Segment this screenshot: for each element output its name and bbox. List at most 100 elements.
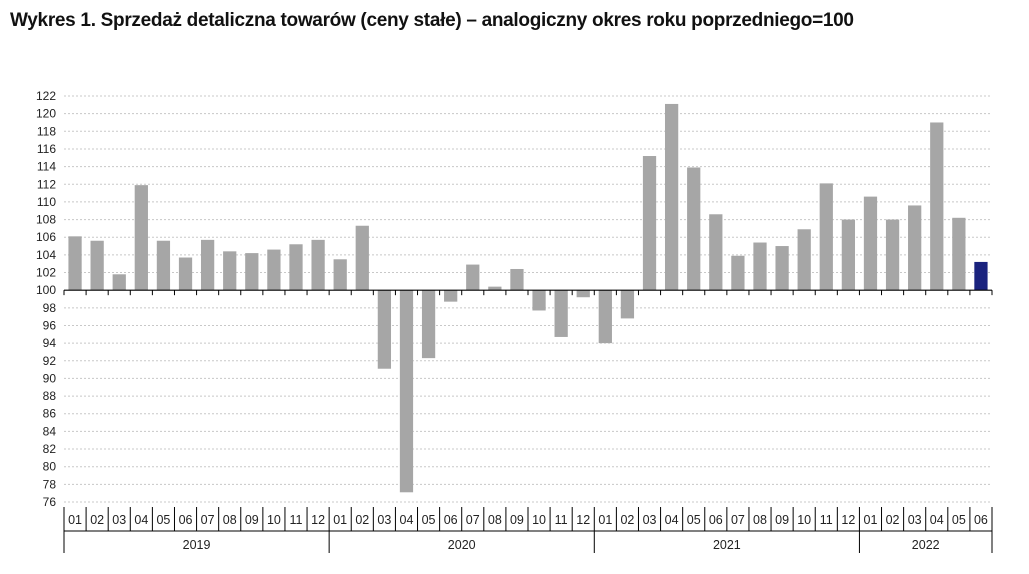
x-tick-label: 04 xyxy=(665,513,679,527)
bar xyxy=(841,219,856,291)
y-tick-label: 90 xyxy=(43,371,57,385)
x-tick-label: 07 xyxy=(466,513,480,527)
bar xyxy=(333,259,347,291)
year-labels: 2019 2020 2021 2022 xyxy=(183,538,940,552)
y-tick-label: 100 xyxy=(36,283,56,297)
y-tick-label: 116 xyxy=(37,142,56,156)
x-tick-label: 02 xyxy=(90,513,104,527)
x-tick-label: 07 xyxy=(201,513,215,527)
bar xyxy=(68,236,82,291)
x-tick-label: 05 xyxy=(952,513,966,527)
bar xyxy=(289,244,303,291)
bar xyxy=(245,253,259,291)
y-axis-ticks: 76 78 80 82 84 86 88 90 92 94 96 98 100 102 104 106 108 1… xyxy=(36,89,56,509)
bar xyxy=(421,290,436,359)
x-tick-label: 10 xyxy=(797,513,811,527)
x-tick-label: 09 xyxy=(775,513,789,527)
bar xyxy=(952,217,966,291)
year-label: 2020 xyxy=(448,538,476,552)
x-tick-label: 12 xyxy=(576,513,590,527)
y-tick-label: 76 xyxy=(43,495,57,509)
x-tick-label: 05 xyxy=(422,513,436,527)
x-tick-label: 04 xyxy=(400,513,414,527)
bar xyxy=(974,261,988,291)
bar xyxy=(399,290,414,493)
x-tick-label: 12 xyxy=(841,513,855,527)
x-tick-label: 08 xyxy=(223,513,237,527)
y-tick-label: 106 xyxy=(36,230,56,244)
x-tick-label: 11 xyxy=(820,513,833,527)
bar xyxy=(223,251,237,291)
x-tick-label: 07 xyxy=(731,513,745,527)
x-tick-label: 01 xyxy=(864,513,878,527)
y-tick-label: 96 xyxy=(43,318,57,332)
chart-title: Wykres 1. Sprzedaż detaliczna towarów (c… xyxy=(10,10,854,31)
x-tick-label: 02 xyxy=(355,513,369,527)
bar xyxy=(687,167,701,291)
y-tick-label: 118 xyxy=(37,124,56,138)
x-axis-ticks: 01 02 03 04 05 06 07 08 09 10 11 12 01 02 03 04 05 06 07 08… xyxy=(68,513,988,527)
y-tick-label: 80 xyxy=(43,460,57,474)
bar xyxy=(731,255,745,291)
y-tick-label: 82 xyxy=(43,442,57,456)
y-tick-label: 94 xyxy=(43,336,57,350)
bar xyxy=(620,290,635,319)
bar xyxy=(156,240,171,291)
bar xyxy=(930,122,944,291)
bars xyxy=(68,103,988,493)
y-tick-label: 122 xyxy=(36,89,56,103)
bar xyxy=(908,205,922,291)
x-tick-label: 06 xyxy=(974,513,988,527)
bar xyxy=(753,242,767,291)
bar xyxy=(863,196,878,291)
x-tick-label: 08 xyxy=(753,513,767,527)
x-tick-label: 05 xyxy=(687,513,701,527)
year-label: 2021 xyxy=(713,538,741,552)
bar xyxy=(267,249,281,291)
bar xyxy=(377,290,392,369)
bar xyxy=(554,290,568,337)
y-tick-label: 114 xyxy=(37,160,56,174)
y-tick-label: 78 xyxy=(43,477,57,491)
bar xyxy=(598,290,612,344)
y-tick-label: 88 xyxy=(43,389,57,403)
x-tick-label: 03 xyxy=(377,513,391,527)
year-label: 2019 xyxy=(183,538,211,552)
y-tick-label: 104 xyxy=(36,248,56,262)
bar xyxy=(200,239,215,291)
x-tick-label: 12 xyxy=(311,513,325,527)
bar xyxy=(642,156,657,291)
gridlines xyxy=(64,95,992,503)
x-tick-label: 03 xyxy=(643,513,657,527)
bar xyxy=(134,185,148,291)
bar xyxy=(664,103,679,291)
x-tick-label: 04 xyxy=(930,513,944,527)
x-tick-label: 08 xyxy=(488,513,502,527)
bar xyxy=(488,286,502,291)
x-tick-label: 10 xyxy=(532,513,546,527)
x-tick-label: 03 xyxy=(908,513,922,527)
x-tick-label: 03 xyxy=(112,513,126,527)
bar xyxy=(709,214,723,291)
bar xyxy=(466,264,480,291)
bar xyxy=(510,268,524,291)
x-tick-label: 01 xyxy=(68,513,82,527)
x-tick-label: 06 xyxy=(444,513,458,527)
bar xyxy=(532,290,546,311)
x-tick-label: 06 xyxy=(709,513,723,527)
y-tick-label: 112 xyxy=(37,177,56,191)
year-label: 2022 xyxy=(912,538,940,552)
x-tick-label: 11 xyxy=(555,513,568,527)
x-tick-label: 02 xyxy=(886,513,900,527)
y-tick-label: 98 xyxy=(43,301,57,315)
x-tick-label: 01 xyxy=(333,513,347,527)
axes xyxy=(63,289,993,553)
x-tick-label: 04 xyxy=(134,513,148,527)
x-tick-label: 05 xyxy=(156,513,170,527)
x-tick-label: 11 xyxy=(290,513,303,527)
x-tick-label: 09 xyxy=(510,513,524,527)
y-tick-label: 84 xyxy=(43,424,57,438)
bar xyxy=(775,246,789,291)
x-tick-label: 06 xyxy=(179,513,193,527)
